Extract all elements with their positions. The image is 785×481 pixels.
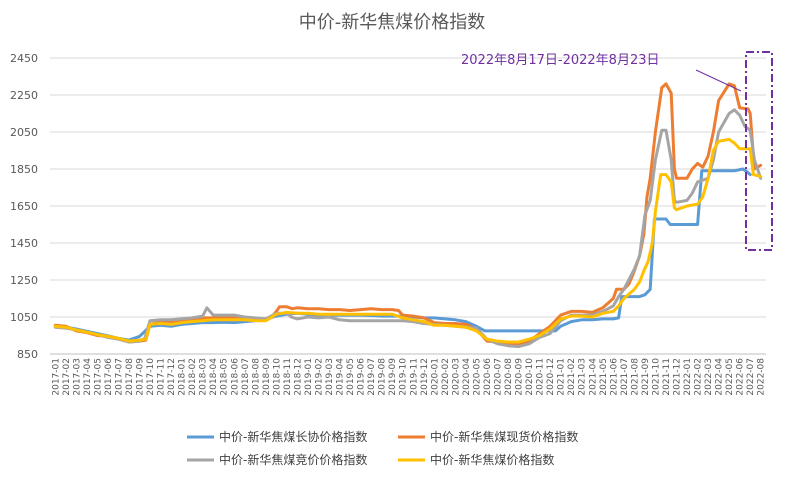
- x-tick-label: 2022-02: [694, 358, 704, 396]
- x-tick-label: 2021-06: [609, 358, 619, 396]
- legend-label: 中价-新华焦煤竞价价格指数: [219, 452, 367, 467]
- x-tick-label: 2020-10: [525, 358, 535, 396]
- x-tick-label: 2019-09: [388, 358, 398, 396]
- x-tick-label: 2019-06: [357, 358, 367, 396]
- plot-area: [53, 82, 763, 349]
- x-tick-label: 2017-07: [114, 358, 124, 396]
- y-tick-label: 1050: [10, 311, 38, 324]
- x-tick-label: 2021-02: [567, 358, 577, 396]
- x-tick-label: 2022-03: [704, 358, 714, 396]
- series-line-2: [53, 82, 763, 346]
- x-tick-label: 2021-03: [578, 358, 588, 396]
- y-tick-label: 1250: [10, 274, 38, 287]
- x-tick-label: 2020-08: [504, 358, 514, 396]
- x-tick-label: 2019-11: [409, 358, 419, 396]
- x-tick-label: 2020-05: [472, 358, 482, 396]
- x-tick-label: 2017-04: [83, 358, 93, 396]
- x-tick-label: 2018-01: [178, 358, 188, 396]
- x-tick-label: 2022-01: [683, 358, 693, 396]
- y-tick-label: 850: [17, 348, 38, 361]
- x-tick-label: 2018-12: [293, 358, 303, 396]
- highlight-box: [745, 51, 773, 251]
- x-tick-label: 2020-06: [483, 358, 493, 396]
- x-tick-label: 2020-07: [494, 358, 504, 396]
- x-tick-label: 2021-01: [557, 358, 567, 396]
- x-tick-label: 2020-09: [515, 358, 525, 396]
- x-tick-label: 2022-08: [757, 358, 767, 396]
- series-line-1: [53, 167, 752, 342]
- x-tick-label: 2021-10: [651, 358, 661, 396]
- x-tick-label: 2018-10: [272, 358, 282, 396]
- x-tick-label: 2017-01: [51, 358, 61, 396]
- x-tick-label: 2020-02: [441, 358, 451, 396]
- x-tick-label: 2018-08: [251, 358, 261, 396]
- x-tick-label: 2021-08: [630, 358, 640, 396]
- x-tick-label: 2019-08: [378, 358, 388, 396]
- x-tick-label: 2021-11: [662, 358, 672, 396]
- legend-label: 中价-新华焦煤现货价格指数: [430, 429, 578, 444]
- y-tick-label: 2050: [10, 126, 38, 139]
- x-tick-label: 2017-02: [62, 358, 72, 396]
- x-tick-label: 2022-07: [746, 358, 756, 396]
- x-tick-label: 2018-11: [283, 358, 293, 396]
- x-tick-label: 2021-05: [599, 358, 609, 396]
- x-tick-label: 2019-07: [367, 358, 377, 396]
- grid: [50, 57, 766, 355]
- x-tick-label: 2017-06: [104, 358, 114, 396]
- x-tick-label: 2020-03: [451, 358, 461, 396]
- x-tick-label: 2017-10: [146, 358, 156, 396]
- y-tick-label: 1850: [10, 163, 38, 176]
- annotation-text: 2022年8月17日-2022年8月23日: [461, 53, 660, 68]
- x-axis: 2017-01 2017-02 2017-03 2017-04 2017-05 2017-…: [51, 358, 766, 396]
- legend-label: 中价-新华焦煤价格指数: [430, 452, 554, 467]
- x-tick-label: 2021-12: [673, 358, 683, 396]
- y-tick-label: 1650: [10, 200, 38, 213]
- x-tick-label: 2021-07: [620, 358, 630, 396]
- chart-title: 中价-新华焦煤价格指数: [299, 12, 486, 33]
- y-tick-label: 2450: [10, 52, 38, 65]
- x-tick-label: 2019-02: [315, 358, 325, 396]
- annotation-pointer: [695, 69, 742, 92]
- x-tick-label: 2019-10: [399, 358, 409, 396]
- x-tick-label: 2017-08: [125, 358, 135, 396]
- x-tick-label: 2019-01: [304, 358, 314, 396]
- x-tick-label: 2019-12: [420, 358, 430, 396]
- x-tick-label: 2019-04: [336, 358, 346, 396]
- x-tick-label: 2020-01: [430, 358, 440, 396]
- x-tick-label: 2017-05: [93, 358, 103, 396]
- x-tick-label: 2018-02: [188, 358, 198, 396]
- x-tick-label: 2018-07: [241, 358, 251, 396]
- x-tick-label: 2018-06: [230, 358, 240, 396]
- x-tick-label: 2020-12: [546, 358, 556, 396]
- series-line-4: [53, 137, 763, 344]
- x-tick-label: 2017-09: [136, 358, 146, 396]
- x-tick-label: 2019-03: [325, 358, 335, 396]
- y-tick-label: 2250: [10, 89, 38, 102]
- x-tick-label: 2020-11: [536, 358, 546, 396]
- x-tick-label: 2018-04: [209, 358, 219, 396]
- x-tick-label: 2018-05: [220, 358, 230, 396]
- x-tick-label: 2018-03: [199, 358, 209, 396]
- x-tick-label: 2022-04: [715, 358, 725, 396]
- x-tick-label: 2022-06: [736, 358, 746, 396]
- legend-label: 中价-新华焦煤长协价格指数: [219, 429, 367, 444]
- x-tick-label: 2022-05: [725, 358, 735, 396]
- y-axis: 850 1050 1250 1450 1650 1850 2050 2250 2450: [10, 52, 38, 361]
- x-tick-label: 2017-12: [167, 358, 177, 396]
- x-tick-label: 2017-03: [72, 358, 82, 396]
- x-tick-label: 2020-04: [462, 358, 472, 396]
- x-tick-label: 2017-11: [157, 358, 167, 396]
- x-tick-label: 2021-09: [641, 358, 651, 396]
- y-tick-label: 1450: [10, 237, 38, 250]
- x-tick-label: 2018-09: [262, 358, 272, 396]
- x-tick-label: 2019-05: [346, 358, 356, 396]
- x-tick-label: 2021-04: [588, 358, 598, 396]
